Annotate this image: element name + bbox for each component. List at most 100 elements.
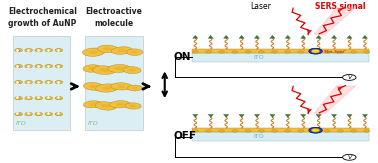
Text: ITO: ITO xyxy=(254,55,264,60)
Circle shape xyxy=(37,66,40,67)
Circle shape xyxy=(338,51,343,53)
Circle shape xyxy=(206,130,211,132)
Circle shape xyxy=(47,50,50,51)
Ellipse shape xyxy=(110,101,130,108)
Circle shape xyxy=(37,97,40,99)
Circle shape xyxy=(309,127,322,133)
Circle shape xyxy=(55,65,63,68)
Circle shape xyxy=(364,130,370,132)
Circle shape xyxy=(37,50,40,51)
Ellipse shape xyxy=(92,66,116,74)
Circle shape xyxy=(17,82,20,83)
Ellipse shape xyxy=(111,47,132,54)
Circle shape xyxy=(45,112,53,116)
Circle shape xyxy=(55,112,63,116)
Ellipse shape xyxy=(88,67,96,70)
Ellipse shape xyxy=(82,48,105,56)
Circle shape xyxy=(351,51,356,53)
Circle shape xyxy=(17,50,20,51)
Polygon shape xyxy=(239,35,244,38)
Ellipse shape xyxy=(127,85,143,91)
Text: V: V xyxy=(347,155,352,160)
Text: Electrochemical: Electrochemical xyxy=(8,7,77,16)
Circle shape xyxy=(364,51,370,53)
Circle shape xyxy=(15,65,22,68)
Text: ON: ON xyxy=(174,52,191,62)
Circle shape xyxy=(57,82,60,83)
Circle shape xyxy=(311,130,317,132)
Ellipse shape xyxy=(128,69,136,72)
Ellipse shape xyxy=(95,102,116,110)
Polygon shape xyxy=(285,35,290,38)
Ellipse shape xyxy=(97,45,118,53)
FancyBboxPatch shape xyxy=(192,49,369,53)
Circle shape xyxy=(17,113,20,115)
Ellipse shape xyxy=(99,68,108,72)
Circle shape xyxy=(55,81,63,84)
Polygon shape xyxy=(363,114,367,117)
Text: Electroactive: Electroactive xyxy=(85,7,143,16)
Circle shape xyxy=(309,48,322,54)
Polygon shape xyxy=(332,114,337,117)
Polygon shape xyxy=(270,35,275,38)
Circle shape xyxy=(27,113,30,115)
Polygon shape xyxy=(285,114,290,117)
Ellipse shape xyxy=(118,49,126,52)
Ellipse shape xyxy=(117,85,126,88)
Text: ITO: ITO xyxy=(254,134,264,139)
Circle shape xyxy=(311,128,320,132)
Circle shape xyxy=(15,81,22,84)
Circle shape xyxy=(258,51,264,53)
Text: Laser: Laser xyxy=(250,2,271,11)
Circle shape xyxy=(285,51,291,53)
Circle shape xyxy=(15,96,22,100)
Circle shape xyxy=(45,96,53,100)
Polygon shape xyxy=(301,35,306,38)
Circle shape xyxy=(192,51,198,53)
Ellipse shape xyxy=(83,65,101,72)
Circle shape xyxy=(35,96,42,100)
Circle shape xyxy=(25,81,33,84)
Circle shape xyxy=(25,49,33,52)
Text: OFF: OFF xyxy=(174,131,197,141)
Circle shape xyxy=(285,130,291,132)
Polygon shape xyxy=(270,114,275,117)
Ellipse shape xyxy=(132,87,138,89)
Circle shape xyxy=(219,51,225,53)
Ellipse shape xyxy=(108,65,130,72)
Ellipse shape xyxy=(111,83,132,90)
Ellipse shape xyxy=(115,67,123,70)
Circle shape xyxy=(298,51,304,53)
Ellipse shape xyxy=(126,49,143,55)
Circle shape xyxy=(27,66,30,67)
Circle shape xyxy=(15,112,22,116)
Ellipse shape xyxy=(102,104,110,108)
Ellipse shape xyxy=(130,105,136,107)
Polygon shape xyxy=(363,35,367,38)
Circle shape xyxy=(47,97,50,99)
FancyBboxPatch shape xyxy=(85,36,143,130)
Circle shape xyxy=(47,82,50,83)
Circle shape xyxy=(232,130,238,132)
Circle shape xyxy=(219,130,225,132)
Polygon shape xyxy=(193,35,198,38)
Circle shape xyxy=(25,65,33,68)
Circle shape xyxy=(35,112,42,116)
Text: molecule: molecule xyxy=(94,19,133,28)
Circle shape xyxy=(17,66,20,67)
Polygon shape xyxy=(223,114,229,117)
Circle shape xyxy=(47,66,50,67)
Text: SERS signal: SERS signal xyxy=(316,2,366,11)
Text: "Hot-Spot": "Hot-Spot" xyxy=(324,50,347,54)
Ellipse shape xyxy=(116,103,124,106)
Circle shape xyxy=(45,65,53,68)
Circle shape xyxy=(206,51,211,53)
Circle shape xyxy=(25,96,33,100)
Circle shape xyxy=(37,113,40,115)
Ellipse shape xyxy=(96,84,118,92)
Circle shape xyxy=(55,49,63,52)
Circle shape xyxy=(57,50,60,51)
Circle shape xyxy=(57,97,60,99)
Polygon shape xyxy=(254,114,260,117)
FancyBboxPatch shape xyxy=(192,53,369,62)
